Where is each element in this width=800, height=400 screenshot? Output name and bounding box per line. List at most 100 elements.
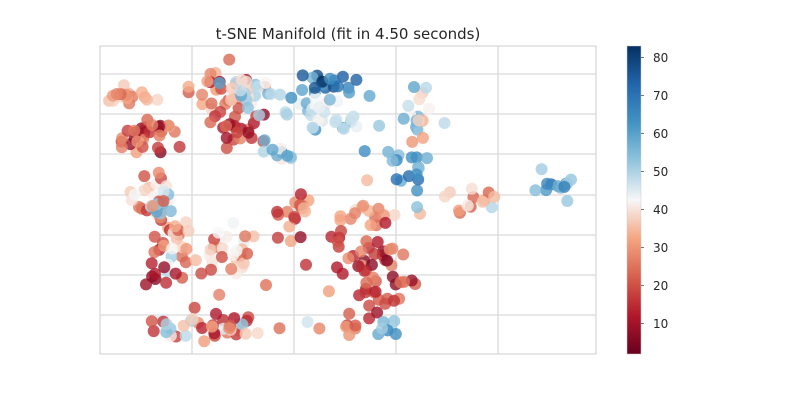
scatter-point-114	[213, 77, 226, 89]
scatter-point-259	[331, 261, 343, 274]
scatter-point-362	[529, 184, 542, 197]
scatter-point-263	[379, 216, 392, 229]
scatter-point-271	[368, 248, 381, 260]
scatter-point-461	[313, 322, 326, 335]
scatter-point-404	[212, 226, 225, 239]
scatter-point-477	[349, 319, 362, 332]
scatter-point-107	[201, 75, 214, 88]
scatter-point-326	[402, 99, 415, 112]
scatter-point-174	[283, 220, 296, 233]
colorbar-tick-label-40: 40	[653, 203, 668, 217]
scatter-point-197	[313, 101, 326, 114]
scatter-point-267	[386, 242, 399, 255]
scatter-point-273	[355, 245, 368, 258]
scatter-point-426	[169, 267, 182, 280]
scatter-point-335	[420, 81, 433, 94]
scatter-point-269	[335, 225, 347, 237]
scatter-point-182	[285, 91, 298, 104]
scatter-point-349	[461, 199, 474, 212]
scatter-point-165	[271, 205, 284, 218]
scatter-point-382	[169, 220, 182, 233]
scatter-point-212	[308, 81, 321, 94]
scatter-point-172	[271, 231, 284, 244]
scatter-point-219	[373, 119, 386, 132]
scatter-point-434	[188, 301, 201, 314]
scatter-point-201	[323, 93, 336, 106]
scatter-point-118	[274, 88, 286, 101]
scatter-point-409	[189, 254, 202, 267]
scatter-point-411	[205, 263, 217, 276]
scatter-point-127	[241, 101, 254, 114]
scatter-point-344	[465, 182, 478, 195]
scatter-point-466	[145, 315, 158, 328]
scatter-point-268	[334, 214, 347, 227]
scatter-point-137	[220, 142, 233, 154]
scatter-point-157	[266, 143, 279, 156]
scatter-point-214	[331, 80, 344, 93]
scatter-point-465	[177, 319, 190, 332]
scatter-point-64	[152, 166, 165, 179]
scatter-point-306	[358, 145, 371, 158]
scatter-point-350	[411, 201, 424, 214]
scatter-point-229	[388, 209, 401, 221]
scatter-point-388	[180, 242, 193, 255]
scatter-point-417	[227, 248, 240, 261]
scatter-point-425	[149, 267, 161, 280]
scatter-point-41	[128, 124, 141, 137]
scatter-point-270	[342, 252, 355, 265]
scatter-point-415	[239, 230, 252, 243]
scatter-point-378	[170, 232, 183, 245]
scatter-point-232	[364, 219, 377, 232]
scatter-point-336	[406, 135, 419, 148]
scatter-point-145	[220, 131, 233, 144]
scatter-point-221	[337, 122, 350, 135]
scatter-point-451	[251, 327, 264, 340]
scatter-point-120	[259, 76, 272, 89]
scatter-point-292	[394, 276, 407, 289]
colorbar-tick-label-50: 50	[653, 165, 668, 179]
scatter-point-316	[410, 168, 423, 181]
scatter-point-282	[358, 264, 371, 277]
scatter-point-38	[115, 141, 128, 154]
scatter-point-314	[421, 152, 433, 165]
scatter-point-173	[297, 202, 310, 215]
scatter-point-375	[179, 256, 192, 269]
scatter-point-396	[182, 224, 195, 237]
scatter-point-445	[196, 322, 209, 334]
scatter-point-433	[198, 335, 211, 348]
scatter-point-408	[213, 288, 226, 301]
scatter-point-330	[438, 117, 451, 129]
scatter-point-237	[361, 174, 374, 187]
scatter-point-400	[241, 247, 254, 260]
scatter-point-304	[405, 151, 418, 164]
scatter-point-348	[453, 204, 465, 217]
scatter-point-186	[280, 108, 293, 121]
scatter-point-453	[236, 318, 249, 331]
scatter-point-471	[206, 320, 218, 333]
scatter-point-275	[360, 235, 373, 248]
scatter-point-52	[138, 170, 151, 183]
scatter-point-464	[210, 307, 222, 320]
scatter-point-142	[242, 126, 255, 139]
scatter-point-302	[389, 328, 402, 340]
scatter-point-260	[397, 248, 410, 261]
scatter-point-236	[357, 199, 370, 212]
scatter-point-419	[145, 257, 158, 270]
scatter-point-413	[166, 242, 179, 255]
colorbar-tick-label-60: 60	[653, 127, 668, 141]
scatter-point-341	[438, 190, 451, 203]
scatter-point-287	[363, 299, 376, 312]
scatter-point-192	[253, 109, 266, 122]
scatter-point-148	[220, 120, 232, 133]
scatter-point-235	[349, 207, 361, 220]
scatter-point-44	[131, 135, 144, 148]
scatter-point-401	[195, 267, 208, 280]
scatter-point-42	[152, 141, 164, 154]
scatter-point-351	[535, 163, 548, 176]
scatter-point-346	[488, 190, 501, 203]
scatter-point-175	[288, 211, 301, 223]
scatter-point-412	[225, 263, 238, 275]
scatter-point-475	[343, 307, 356, 320]
